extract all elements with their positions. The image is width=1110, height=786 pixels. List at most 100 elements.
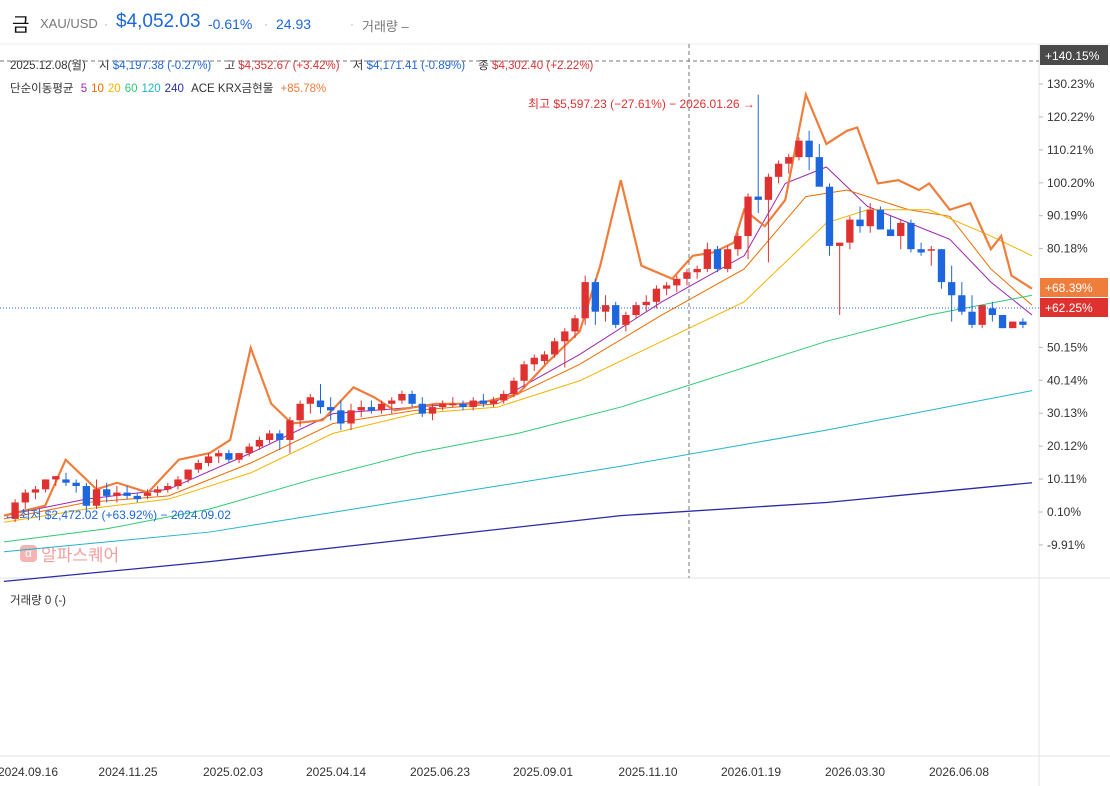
candle-body (520, 364, 528, 381)
candle-body (764, 176, 773, 200)
y-tick-label: 50.15% (1047, 340, 1088, 354)
candle-body (174, 479, 182, 487)
candle-body (103, 489, 111, 496)
candle-body (886, 229, 895, 237)
candle-body (327, 407, 335, 411)
ma10-line (3, 189, 1033, 520)
candle-body (683, 272, 691, 279)
candle-body (479, 400, 488, 404)
ma-legend[interactable]: 단순이동평균 5 10 20 60 120 240 ACE KRX금현물 +85.78% (10, 80, 330, 96)
candle-body (377, 403, 386, 411)
candle-body (52, 476, 60, 480)
price-extra: 24.93 (276, 16, 312, 32)
y-axis-ticks: 130.23% 120.22% 110.21% 100.20% 90.19% 80.18%… (1039, 77, 1095, 552)
y-tick-label: 10.11% (1047, 472, 1087, 486)
candle-body (866, 209, 874, 227)
ma-periods: 5 10 20 60 120 240 (81, 83, 188, 95)
ohlc-date: 2025.12.08(월) (10, 60, 86, 72)
candle-body (276, 433, 284, 440)
y-tick-label: 0.10% (1047, 505, 1081, 519)
candle-body (785, 157, 793, 164)
candle-body (754, 196, 762, 200)
ma-period-20: 20 (107, 83, 121, 95)
candle-body (21, 492, 29, 503)
candle-body (235, 453, 243, 460)
candle-body (510, 380, 518, 394)
volume-legend: 거래량 0 (-) (10, 595, 67, 607)
candle-body (123, 492, 131, 496)
high-annotation: 최고 $5,597.23 (−27.61%) − 2026.01.26 → (528, 97, 755, 111)
ma5-line (3, 166, 1033, 517)
candle-body (927, 249, 935, 251)
candle-body (296, 403, 304, 421)
ma-period-5: 5 (80, 83, 88, 95)
y-tick-label: -9.91% (1047, 538, 1085, 552)
x-tick-label: 2025.02.03 (203, 765, 263, 779)
candle-body (82, 486, 91, 506)
x-tick-label: 2026.01.19 (721, 765, 781, 779)
candle-body (988, 308, 997, 315)
compare-series-line (3, 90, 1033, 517)
x-tick-label: 2025.04.14 (306, 765, 366, 779)
candle-body (469, 400, 477, 408)
candle-body (286, 420, 294, 440)
candle-body (673, 278, 681, 286)
candle-body (662, 285, 671, 289)
candle-body (947, 282, 956, 296)
candle-body (825, 186, 834, 246)
ma-legend-label: 단순이동평균 (10, 83, 74, 95)
crosshair-price-tag: +140.15% (1040, 45, 1108, 65)
candle-body (642, 301, 650, 306)
ohlc-close: $4,302.40 (+2.22%) (492, 60, 594, 72)
watermark-text: 알파스퀘어 (41, 546, 120, 565)
ohlc-low-label: 저 (352, 60, 364, 72)
candle-body (204, 456, 213, 463)
candle-body (795, 140, 803, 158)
y-tick-label: 100.20% (1047, 176, 1095, 190)
candle-body (164, 486, 172, 490)
compare-line (3, 90, 1033, 517)
current-price: $4,052.03 (116, 11, 201, 32)
x-tick-label: 2026.06.08 (929, 765, 989, 779)
candle-body (11, 502, 19, 519)
candle-body (856, 219, 864, 227)
watermark-logo: α 알파스퀘어 (20, 541, 119, 566)
candle-body (693, 268, 701, 273)
candle-body (1019, 321, 1027, 325)
y-tick-label: 30.13% (1047, 406, 1088, 420)
candle-body (652, 288, 661, 302)
svg-text:+140.15%: +140.15% (1045, 49, 1100, 63)
separator-dot: · (264, 17, 268, 31)
symbol-label: XAU/USD (40, 16, 98, 31)
ohlc-low: $4,171.41 (-0.89%) (366, 60, 466, 72)
compare-price-tag: +68.39% (1040, 278, 1108, 297)
ohlc-close-label: 종 (478, 60, 489, 72)
candle-body (347, 410, 355, 424)
ma120-line (3, 390, 1033, 553)
ma-period-60: 60 (124, 83, 138, 95)
candle-body (703, 249, 711, 269)
ma-period-240: 240 (164, 83, 184, 95)
candle-body (968, 311, 976, 325)
ohlc-open: $4,197.38 (-0.27%) (112, 60, 212, 72)
x-tick-label: 2024.09.16 (0, 765, 58, 779)
moving-averages (3, 166, 1033, 583)
separator-dot: · (104, 17, 108, 31)
candle-body (530, 357, 538, 365)
candle-body (601, 305, 610, 312)
candle-body (876, 209, 885, 230)
y-tick-label: 80.18% (1047, 242, 1088, 256)
candle-body (428, 407, 437, 414)
ohlc-high: $4,352.67 (+3.42%) (238, 60, 340, 72)
candle-body (41, 479, 50, 490)
candle-body (1009, 321, 1017, 329)
candle-body (917, 249, 925, 253)
candle-body (388, 400, 396, 404)
candle-body (581, 282, 589, 319)
candle-body (713, 249, 722, 269)
candle-body (367, 407, 376, 411)
candle-body (907, 222, 915, 250)
candle-body (459, 403, 467, 408)
ma-period-120: 120 (141, 83, 161, 95)
